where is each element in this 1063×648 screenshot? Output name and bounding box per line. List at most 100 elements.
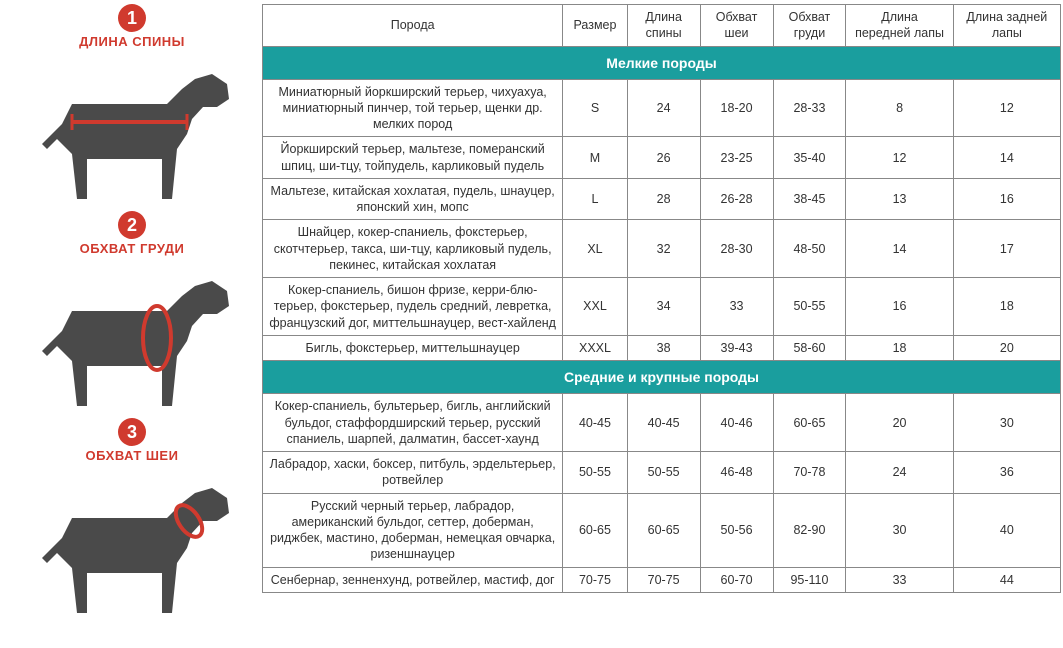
header-neck: Обхват шеи (700, 5, 773, 47)
cell-back: 50-55 (627, 452, 700, 494)
cell-breed: Сенбернар, зенненхунд, ротвейлер, мастиф… (263, 567, 563, 592)
cell-neck: 33 (700, 278, 773, 336)
table-row: Сенбернар, зенненхунд, ротвейлер, мастиф… (263, 567, 1061, 592)
cell-neck: 46-48 (700, 452, 773, 494)
cell-front: 8 (846, 79, 953, 137)
header-breed: Порода (263, 5, 563, 47)
measurement-diagrams: 1 ДЛИНА СПИНЫ 2 ОБХВАТ ГРУДИ 3 ОБХВАТ ШЕ… (2, 4, 262, 644)
cell-back: 70-75 (627, 567, 700, 592)
cell-size: L (563, 178, 627, 220)
cell-size: S (563, 79, 627, 137)
cell-chest: 48-50 (773, 220, 846, 278)
cell-back: 38 (627, 335, 700, 360)
cell-chest: 95-110 (773, 567, 846, 592)
table-row: Йоркширский терьер, мальтезе, померански… (263, 137, 1061, 179)
cell-breed: Миниатюрный йоркширский терьер, чихуахуа… (263, 79, 563, 137)
cell-size: 60-65 (563, 493, 627, 567)
cell-chest: 28-33 (773, 79, 846, 137)
cell-front: 16 (846, 278, 953, 336)
diagram-label-3: ОБХВАТ ШЕИ (4, 448, 260, 463)
cell-neck: 60-70 (700, 567, 773, 592)
cell-rear: 40 (953, 493, 1060, 567)
cell-front: 30 (846, 493, 953, 567)
dog-icon (17, 256, 247, 416)
header-chest: Обхват груди (773, 5, 846, 47)
cell-front: 13 (846, 178, 953, 220)
section-row: Мелкие породы (263, 46, 1061, 79)
cell-front: 24 (846, 452, 953, 494)
table-row: Мальтезе, китайская хохлатая, пудель, шн… (263, 178, 1061, 220)
cell-back: 24 (627, 79, 700, 137)
cell-size: XXXL (563, 335, 627, 360)
header-size: Размер (563, 5, 627, 47)
badge-1: 1 (118, 4, 146, 32)
cell-breed: Мальтезе, китайская хохлатая, пудель, шн… (263, 178, 563, 220)
cell-neck: 39-43 (700, 335, 773, 360)
page: 1 ДЛИНА СПИНЫ 2 ОБХВАТ ГРУДИ 3 ОБХВАТ ШЕ… (0, 0, 1063, 648)
size-table-wrap: Порода Размер Длина спины Обхват шеи Обх… (262, 4, 1061, 644)
section-title: Средние и крупные породы (263, 361, 1061, 394)
cell-breed: Йоркширский терьер, мальтезе, померански… (263, 137, 563, 179)
table-body: Мелкие породыМиниатюрный йоркширский тер… (263, 46, 1061, 592)
diagram-chest: 2 ОБХВАТ ГРУДИ (4, 211, 260, 416)
cell-neck: 50-56 (700, 493, 773, 567)
table-row: Русский черный терьер, лабрадор, америка… (263, 493, 1061, 567)
cell-rear: 14 (953, 137, 1060, 179)
cell-front: 33 (846, 567, 953, 592)
cell-rear: 36 (953, 452, 1060, 494)
cell-rear: 16 (953, 178, 1060, 220)
cell-chest: 50-55 (773, 278, 846, 336)
cell-back: 60-65 (627, 493, 700, 567)
cell-rear: 30 (953, 394, 1060, 452)
cell-size: 70-75 (563, 567, 627, 592)
cell-neck: 23-25 (700, 137, 773, 179)
diagram-label-1: ДЛИНА СПИНЫ (4, 34, 260, 49)
cell-rear: 17 (953, 220, 1060, 278)
cell-back: 28 (627, 178, 700, 220)
cell-neck: 18-20 (700, 79, 773, 137)
dog-icon (17, 49, 247, 209)
cell-breed: Шнайцер, кокер-спаниель, фокстерьер, ско… (263, 220, 563, 278)
cell-size: XL (563, 220, 627, 278)
cell-chest: 58-60 (773, 335, 846, 360)
diagram-label-2: ОБХВАТ ГРУДИ (4, 241, 260, 256)
cell-rear: 18 (953, 278, 1060, 336)
cell-chest: 60-65 (773, 394, 846, 452)
badge-3: 3 (118, 418, 146, 446)
cell-breed: Лабрадор, хаски, боксер, питбуль, эрдель… (263, 452, 563, 494)
cell-breed: Кокер-спаниель, бультерьер, бигль, англи… (263, 394, 563, 452)
cell-back: 26 (627, 137, 700, 179)
cell-size: 50-55 (563, 452, 627, 494)
cell-breed: Кокер-спаниель, бишон фризе, керри-блю-т… (263, 278, 563, 336)
cell-neck: 40-46 (700, 394, 773, 452)
diagram-neck: 3 ОБХВАТ ШЕИ (4, 418, 260, 623)
section-row: Средние и крупные породы (263, 361, 1061, 394)
section-title: Мелкие породы (263, 46, 1061, 79)
cell-front: 14 (846, 220, 953, 278)
cell-rear: 12 (953, 79, 1060, 137)
table-row: Лабрадор, хаски, боксер, питбуль, эрдель… (263, 452, 1061, 494)
cell-breed: Бигль, фокстерьер, миттельшнауцер (263, 335, 563, 360)
cell-chest: 82-90 (773, 493, 846, 567)
cell-size: XXL (563, 278, 627, 336)
cell-breed: Русский черный терьер, лабрадор, америка… (263, 493, 563, 567)
cell-back: 32 (627, 220, 700, 278)
table-row: Шнайцер, кокер-спаниель, фокстерьер, ско… (263, 220, 1061, 278)
cell-chest: 70-78 (773, 452, 846, 494)
diagram-back-length: 1 ДЛИНА СПИНЫ (4, 4, 260, 209)
header-back: Длина спины (627, 5, 700, 47)
cell-rear: 44 (953, 567, 1060, 592)
table-row: Кокер-спаниель, бультерьер, бигль, англи… (263, 394, 1061, 452)
cell-neck: 28-30 (700, 220, 773, 278)
size-table: Порода Размер Длина спины Обхват шеи Обх… (262, 4, 1061, 593)
table-header: Порода Размер Длина спины Обхват шеи Обх… (263, 5, 1061, 47)
cell-chest: 35-40 (773, 137, 846, 179)
table-row: Бигль, фокстерьер, миттельшнауцерXXXL383… (263, 335, 1061, 360)
header-front: Длина передней лапы (846, 5, 953, 47)
cell-front: 20 (846, 394, 953, 452)
cell-neck: 26-28 (700, 178, 773, 220)
header-rear: Длина задней лапы (953, 5, 1060, 47)
table-row: Кокер-спаниель, бишон фризе, керри-блю-т… (263, 278, 1061, 336)
cell-front: 12 (846, 137, 953, 179)
cell-back: 34 (627, 278, 700, 336)
